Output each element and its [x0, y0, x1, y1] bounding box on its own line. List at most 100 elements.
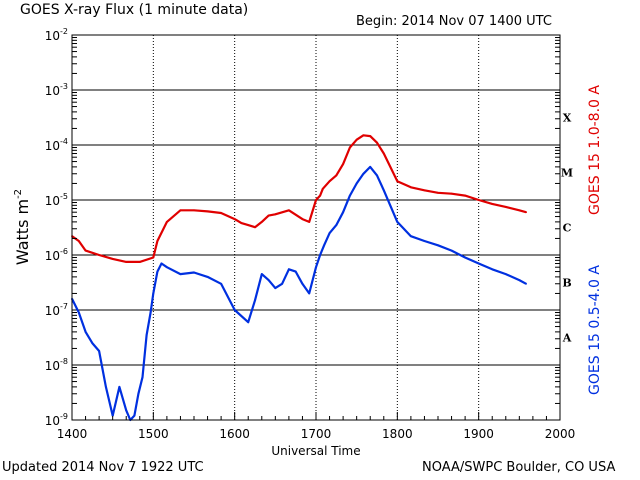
data-point — [410, 235, 412, 238]
data-point — [518, 209, 521, 212]
data-point — [84, 331, 87, 333]
data-point — [233, 218, 236, 221]
y-tick-base: 10 — [45, 194, 60, 208]
y-tick-exponent: -3 — [60, 82, 68, 91]
data-point — [125, 409, 128, 412]
y-tick-label: 10-7 — [45, 302, 68, 318]
data-point — [133, 414, 136, 417]
data-point — [254, 226, 256, 229]
y-tick-base: 10 — [45, 84, 60, 98]
data-point — [206, 276, 209, 278]
data-point — [437, 244, 439, 247]
data-point — [477, 262, 480, 265]
legend: A B C M X GOES 15 1.0-8.0 A GOES 15 0.5-4.0 A — [561, 85, 603, 395]
data-point — [525, 211, 527, 214]
data-point — [464, 194, 466, 197]
data-point — [274, 213, 277, 216]
data-point — [362, 172, 365, 175]
y-tick-base: 10 — [45, 249, 60, 263]
data-point — [349, 146, 351, 149]
data-point — [288, 268, 290, 271]
data-point — [281, 282, 283, 285]
data-point — [156, 270, 159, 273]
data-point — [450, 249, 453, 252]
data-point — [437, 191, 439, 194]
data-point — [315, 266, 317, 269]
data-point — [369, 135, 372, 138]
data-point — [319, 194, 321, 197]
data-point — [137, 392, 140, 395]
data-point — [323, 244, 325, 247]
data-point — [319, 254, 321, 256]
data-point — [166, 221, 168, 223]
data-point — [321, 187, 324, 190]
series-line-long — [71, 134, 527, 263]
x-tick-label: 1800 — [382, 427, 413, 441]
data-point — [77, 240, 80, 242]
x-tick-label: 1400 — [57, 427, 88, 441]
data-point — [149, 311, 152, 314]
data-point — [118, 386, 121, 388]
y-axis-label: Watts m-2 — [13, 189, 32, 265]
data-point — [179, 273, 182, 275]
legend-short-channel: GOES 15 0.5-4.0 A — [587, 265, 603, 395]
data-point — [274, 287, 277, 289]
data-point — [423, 189, 426, 192]
y-tick-label: 10-5 — [45, 192, 68, 208]
data-point — [382, 152, 385, 155]
data-point — [450, 192, 453, 195]
data-point — [193, 271, 195, 274]
y-tick-label: 10-8 — [45, 357, 68, 373]
data-point — [111, 258, 114, 260]
x-tick-label: 1900 — [463, 427, 494, 441]
data-point — [98, 350, 100, 352]
data-point — [518, 279, 521, 281]
data-point — [156, 240, 159, 242]
credit-text: NOAA/SWPC Boulder, CO USA — [422, 460, 616, 475]
updated-time: Updated 2014 Nov 7 1922 UTC — [2, 460, 204, 475]
data-point — [423, 240, 426, 242]
data-point — [233, 309, 236, 311]
data-point — [141, 376, 144, 379]
begin-time: Begin: 2014 Nov 07 1400 UTC — [356, 14, 552, 29]
y-tick-base: 10 — [45, 304, 60, 318]
data-point — [301, 282, 304, 285]
data-point — [355, 182, 358, 185]
y-tick-exponent: -9 — [60, 412, 68, 421]
data-point — [288, 209, 290, 212]
series-line-short — [71, 165, 527, 422]
data-point — [91, 342, 94, 344]
data-point — [376, 174, 378, 177]
x-tick-label: 1500 — [138, 427, 169, 441]
data-point — [301, 218, 304, 221]
x-tick-label: 2000 — [545, 427, 576, 441]
data-point — [247, 321, 250, 324]
data-point — [267, 214, 270, 217]
y-tick-base: 10 — [45, 359, 60, 373]
data-point — [166, 266, 168, 269]
data-point — [491, 268, 494, 271]
data-point — [125, 261, 128, 263]
data-point — [504, 273, 507, 275]
data-point — [396, 221, 399, 223]
x-axis-label: Universal Time — [271, 444, 360, 458]
y-tick-label: 10-4 — [45, 137, 68, 153]
data-point — [160, 262, 163, 265]
data-point — [98, 254, 100, 256]
data-point — [254, 299, 256, 302]
data-point — [294, 270, 297, 273]
y-tick-label: 10-2 — [45, 27, 68, 43]
data-point — [362, 134, 365, 137]
data-point — [193, 209, 195, 212]
data-point — [145, 334, 148, 336]
data-point — [369, 166, 372, 168]
data-point — [179, 209, 182, 212]
data-point — [206, 210, 209, 213]
data-point — [308, 221, 311, 223]
data-point — [342, 211, 344, 214]
x-tick-label: 1700 — [301, 427, 332, 441]
data-point — [77, 311, 80, 314]
y-tick-exponent: -2 — [60, 27, 68, 36]
data-point — [335, 174, 338, 177]
